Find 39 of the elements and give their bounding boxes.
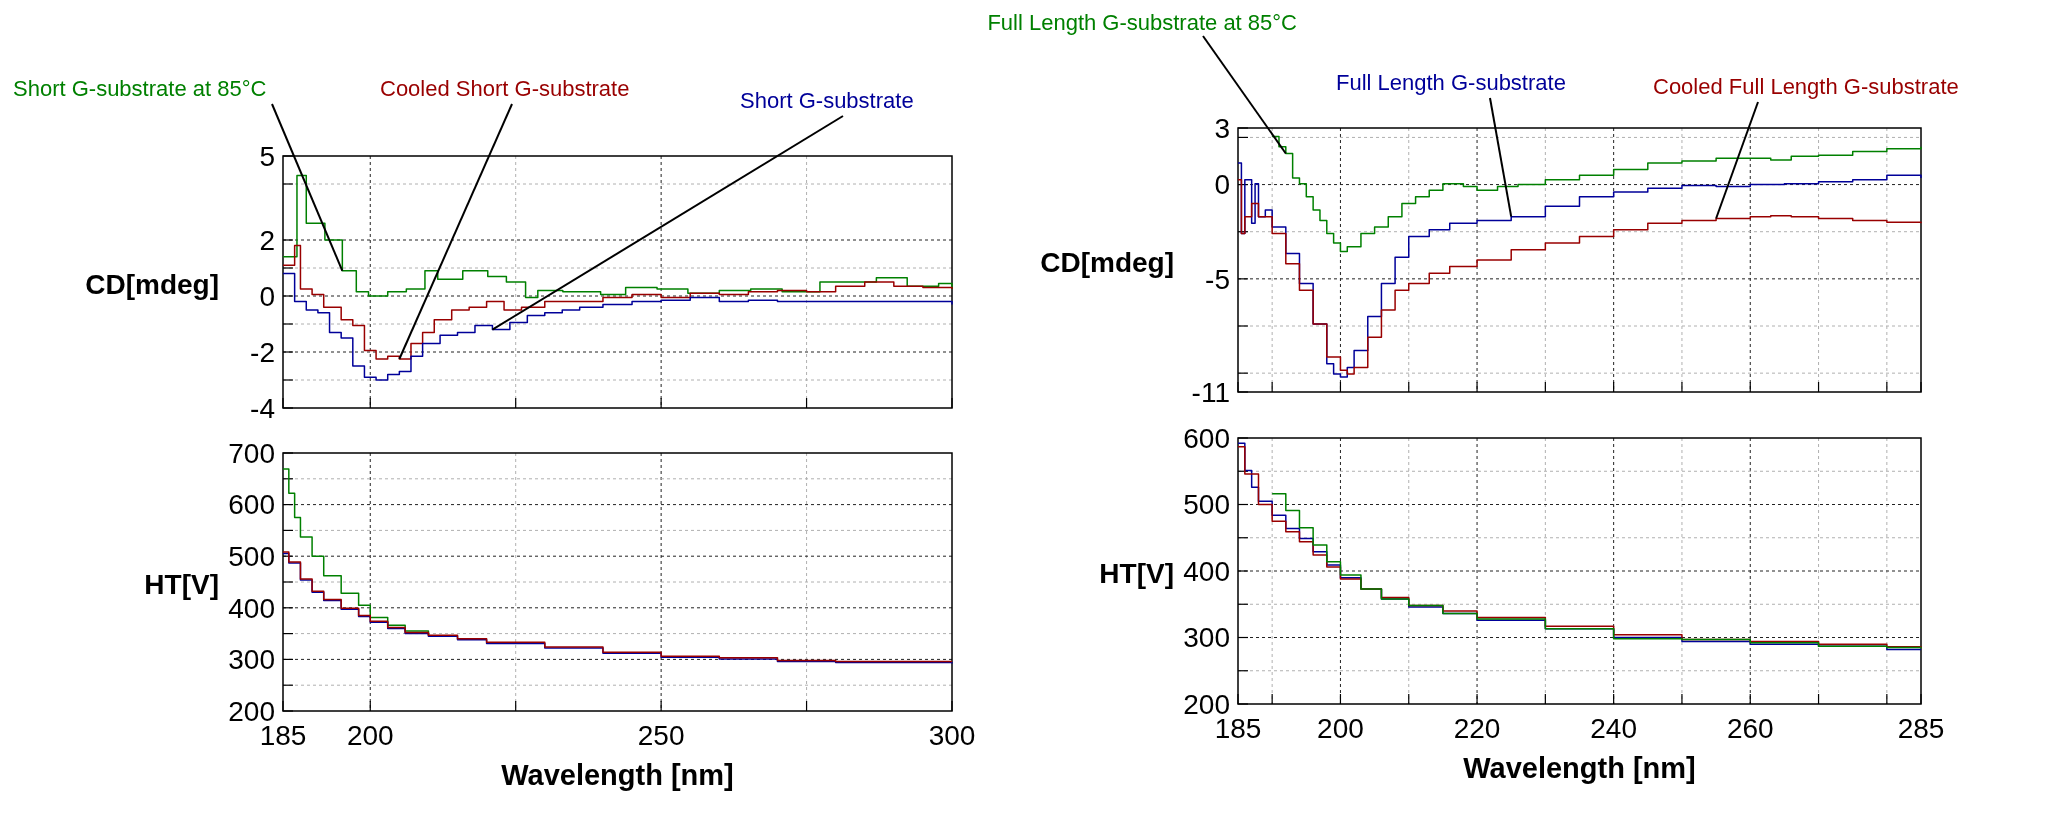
y-axis-title: HT[V] [1099, 558, 1174, 589]
y-tick-label: 300 [228, 644, 275, 676]
x-tick-label: 200 [1317, 713, 1364, 744]
y-tick-label: 400 [228, 592, 275, 624]
text: Cooled Full Length G-substrate [1653, 74, 1959, 99]
y-tick-label: 600 [1183, 422, 1230, 454]
x-axis-title: Wavelength [nm] [1463, 752, 1696, 784]
text: Short G-substrate at 85°C [13, 76, 267, 101]
y-tick-label: -2 [250, 336, 275, 368]
y-tick-label: -4 [250, 392, 275, 424]
y-axis-title: HT[V] [144, 569, 219, 600]
y-tick-label: 0 [259, 280, 275, 312]
y-tick-label: 500 [228, 541, 275, 572]
y-tick-label: 5 [259, 140, 275, 172]
x-tick-label: 300 [928, 720, 976, 751]
text: Cooled Short G-substrate [380, 76, 630, 101]
text: Full Length G-substrate at 85°C [987, 10, 1298, 35]
y-tick-label: -5 [1205, 263, 1230, 295]
x-tick-label: 260 [1726, 713, 1774, 744]
y-tick-label: -11 [1191, 376, 1230, 408]
y-tick-label: 300 [1183, 622, 1230, 654]
x-tick-label: 220 [1453, 713, 1501, 744]
x-tick-label: 240 [1590, 713, 1638, 744]
y-axis-title: CD[mdeg] [1040, 247, 1174, 278]
y-tick-label: 400 [1183, 555, 1230, 587]
y-tick-label: 600 [228, 489, 275, 521]
y-tick-label: 3 [1214, 112, 1230, 144]
y-tick-label: 500 [1183, 489, 1230, 521]
y-axis-title: CD[mdeg] [85, 269, 219, 300]
text: Full Length G-substrate [1336, 70, 1566, 95]
x-axis-title: Wavelength [nm] [501, 759, 734, 791]
y-tick-label: 700 [228, 437, 275, 469]
text: Short G-substrate [740, 88, 914, 113]
x-tick-label: 250 [637, 720, 685, 751]
y-tick-label: 2 [259, 224, 275, 256]
x-tick-label: 185 [259, 720, 307, 751]
x-tick-label: 200 [346, 720, 394, 751]
x-tick-label: 285 [1897, 713, 1945, 744]
y-tick-label: 0 [1214, 169, 1230, 201]
